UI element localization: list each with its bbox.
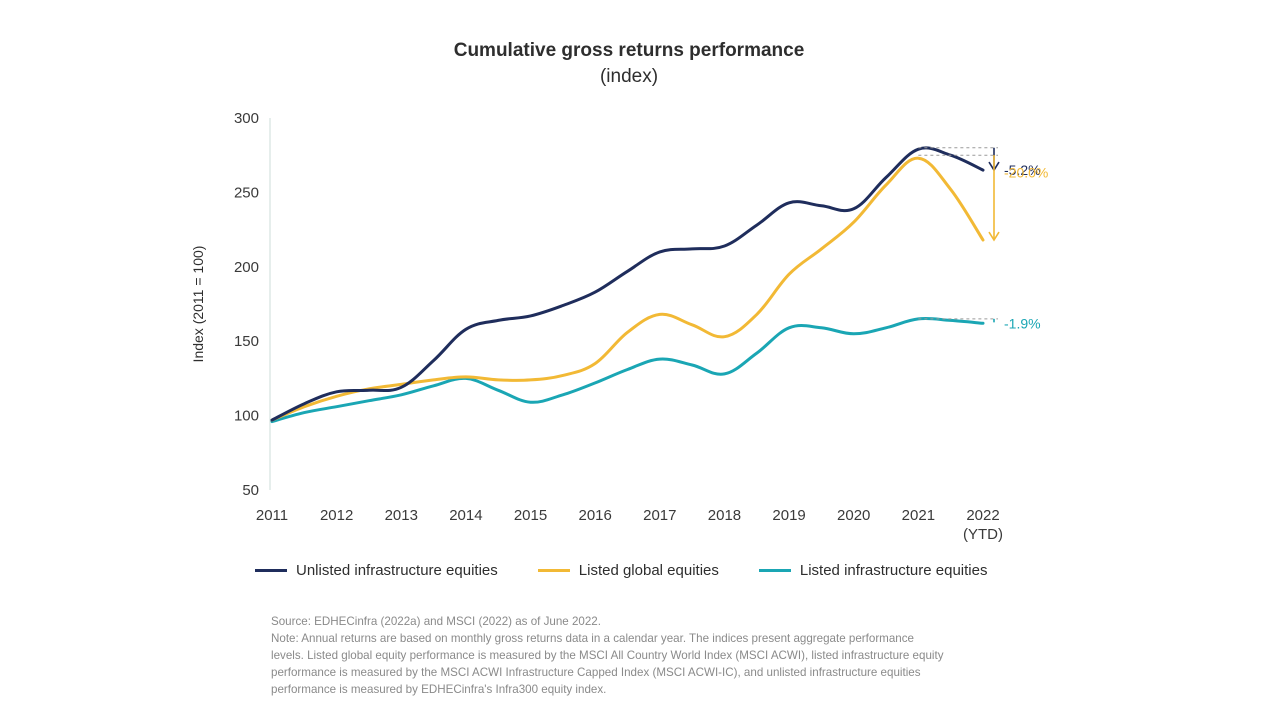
series-line-listed-infra — [270, 316, 985, 424]
series-line-unlisted-infra — [270, 146, 985, 422]
annotation-unlisted-label: -5.2% — [1004, 162, 1041, 178]
footnote-source: Source: EDHECinfra (2022a) and MSCI (202… — [271, 615, 601, 628]
x-tick-label: 2013 — [385, 507, 418, 524]
legend-label-listed-global: Listed global equities — [578, 562, 719, 579]
y-tick-label: 200 — [234, 259, 259, 276]
footnote: Source: EDHECinfra (2022a) and MSCI (202… — [271, 613, 991, 698]
y-tick-label: 100 — [234, 408, 259, 425]
x-tick-label: 2020 — [837, 507, 870, 524]
chart-title: Cumulative gross returns performance — [453, 40, 805, 61]
x-tick-label: 2018 — [708, 507, 741, 524]
legend-swatch-listed-infra — [758, 569, 791, 572]
x-tick-label: 2011 — [256, 507, 288, 524]
footnote-note-line: Note: Annual returns are based on monthl… — [271, 632, 914, 645]
footnote-note-line: levels. Listed global equity performance… — [271, 649, 944, 662]
legend-item-listed-global: Listed global equities — [537, 562, 719, 579]
x-tick-label: 2014 — [449, 507, 482, 524]
annotation-listed-infra-label: -1.9% — [1004, 315, 1041, 331]
y-tick-label: 300 — [234, 110, 259, 127]
y-tick-label: 50 — [242, 482, 259, 499]
legend-swatch-listed-global — [537, 569, 570, 572]
footnote-note-line: performance is measured by EDHECinfra's … — [271, 683, 607, 696]
x-tick-label: 2017 — [643, 507, 676, 524]
annotation-listed-global-label: -20.0% — [1004, 165, 1048, 181]
x-tick-label: 2016 — [578, 507, 611, 524]
y-axis-title: Index (2011 = 100) — [190, 246, 206, 363]
x-tick-label: 2021 — [902, 507, 935, 524]
annotations: -5.2%-20.0% -1.9% — [918, 147, 1048, 331]
x-tick-label-ytd: (YTD) — [963, 526, 1003, 543]
legend: Unlisted infrastructure equities Listed … — [255, 562, 1027, 579]
legend-label-listed-infra: Listed infrastructure equities — [799, 562, 988, 579]
annotation-listed-global-arrow-head — [988, 231, 1000, 242]
x-tick-label: 2015 — [514, 507, 547, 524]
legend-item-unlisted: Unlisted infrastructure equities — [255, 562, 498, 579]
legend-label-unlisted: Unlisted infrastructure equities — [296, 562, 498, 579]
footnote-note-line: performance is measured by the MSCI ACWI… — [271, 666, 921, 679]
series-group — [270, 146, 985, 424]
legend-item-listed-infra: Listed infrastructure equities — [758, 562, 988, 579]
x-tick-label: 2019 — [772, 507, 805, 524]
legend-swatch-unlisted — [255, 569, 287, 572]
series-line-listed-global — [270, 156, 985, 422]
chart-subtitle: (index) — [599, 66, 659, 87]
y-tick-label: 250 — [234, 184, 259, 201]
axes: 50 100 150 200 250 300 Index (2011 = 100) 2011 2… — [190, 110, 1003, 543]
y-tick-label: 150 — [234, 333, 259, 350]
x-tick-label: 2022 — [966, 507, 999, 524]
x-tick-label: 2012 — [320, 507, 353, 524]
